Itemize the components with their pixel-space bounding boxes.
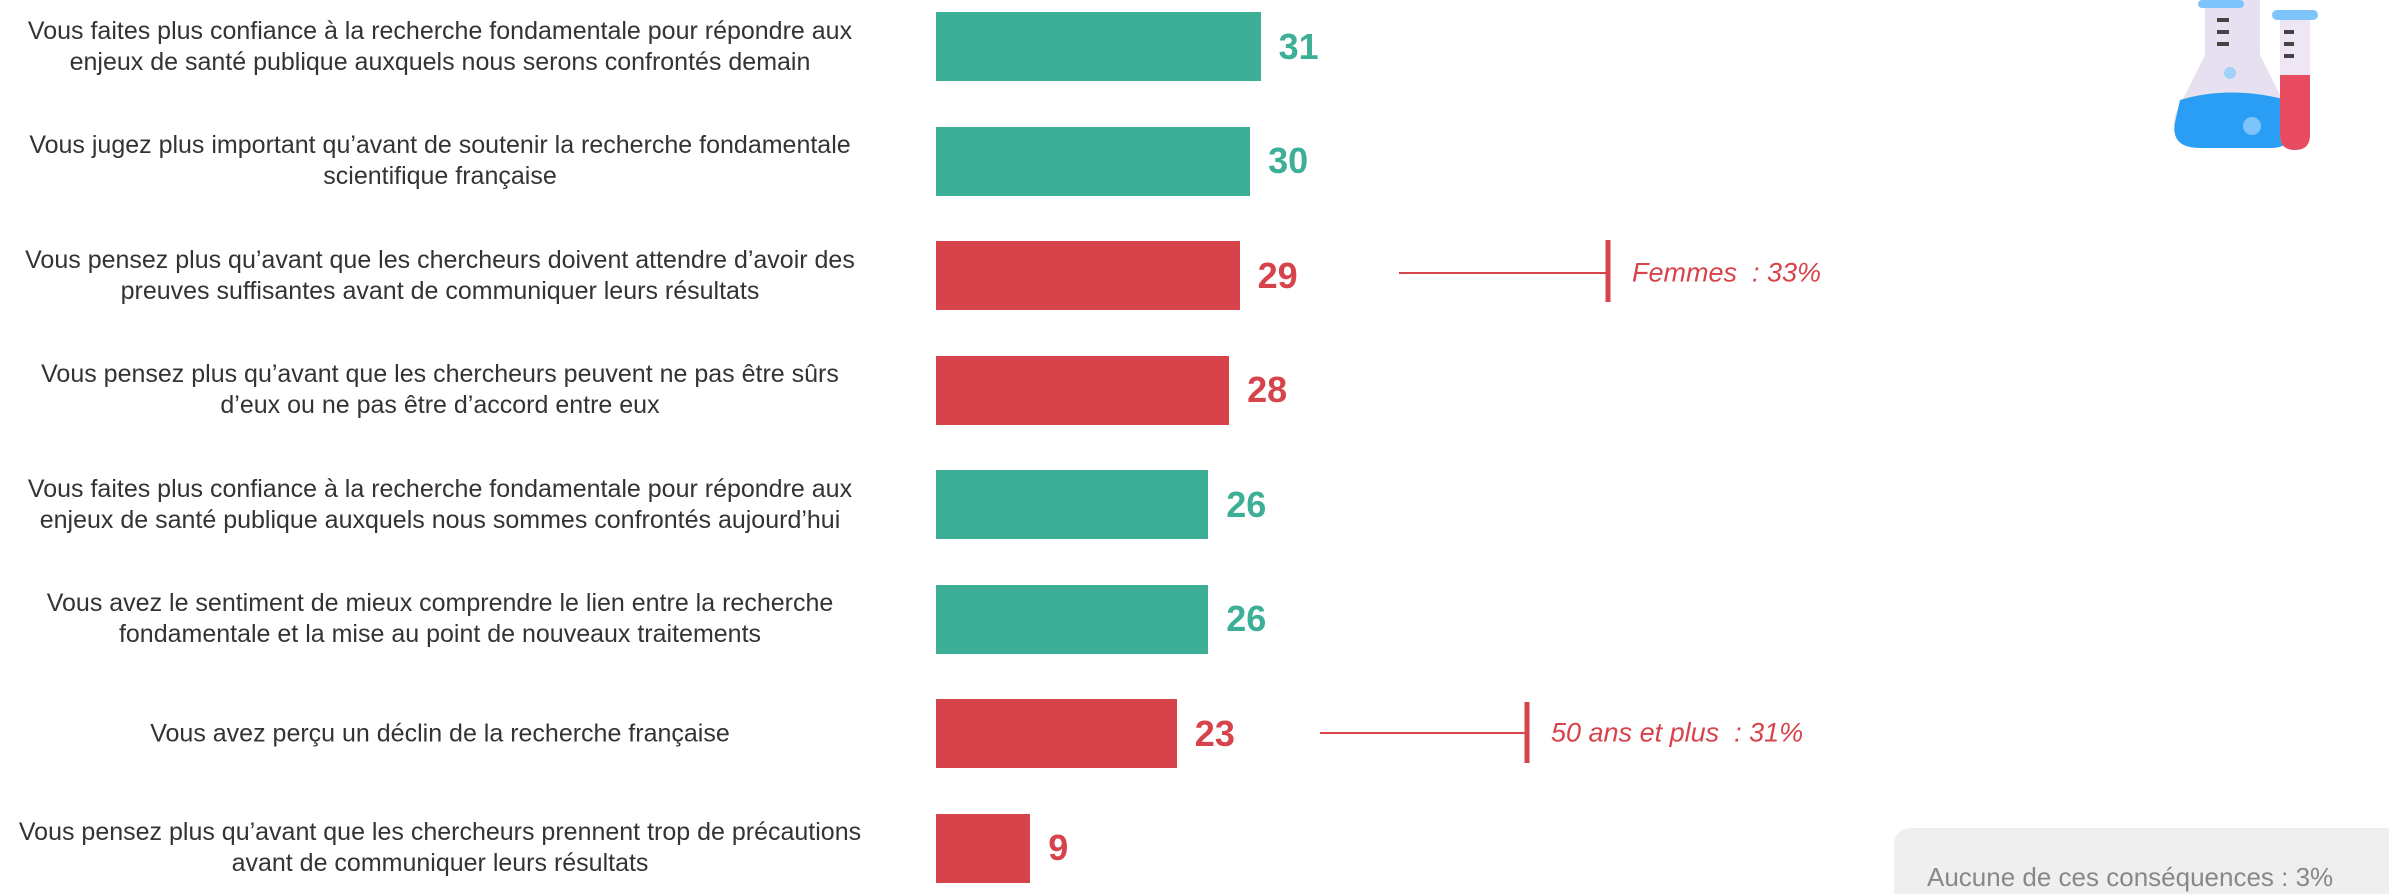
value-label: 29 — [1257, 254, 1298, 296]
bar — [936, 584, 1209, 654]
bar — [936, 241, 1240, 310]
flask-icon — [2173, 0, 2318, 150]
bar — [936, 126, 1251, 196]
annotation: 50 ans et plus : 31% — [1551, 717, 1804, 748]
value-label: 9 — [1048, 827, 1069, 868]
category-label: Vous avez perçu un déclin de la recherch… — [150, 719, 730, 747]
value-label: 23 — [1194, 712, 1235, 754]
bar — [936, 813, 1031, 883]
value-label: 31 — [1278, 25, 1319, 67]
category-label: Vous pensez plus qu’avant que les cherch… — [18, 818, 862, 877]
category-label: Vous pensez plus qu’avant que les cherch… — [25, 245, 855, 305]
category-label: Vous avez le sentiment de mieux comprend… — [46, 589, 834, 648]
note-box — [1894, 828, 2389, 894]
value-label: 26 — [1226, 483, 1267, 525]
bar — [936, 699, 1177, 768]
value-label: 26 — [1226, 598, 1267, 639]
bar — [936, 355, 1230, 425]
value-label: 28 — [1247, 369, 1288, 410]
note: Aucune de ces conséquences : 3% — [1927, 862, 2334, 892]
category-label: Vous jugez plus important qu’avant de so… — [29, 131, 851, 190]
bar — [936, 470, 1209, 539]
value-label: 30 — [1268, 140, 1309, 181]
category-label: Vous pensez plus qu’avant que les cherch… — [41, 360, 839, 419]
annotation: Femmes : 33% — [1632, 257, 1822, 288]
bar — [936, 12, 1261, 81]
category-label: Vous faites plus confiance à la recherch… — [27, 16, 853, 76]
category-label: Vous faites plus confiance à la recherch… — [27, 474, 853, 534]
